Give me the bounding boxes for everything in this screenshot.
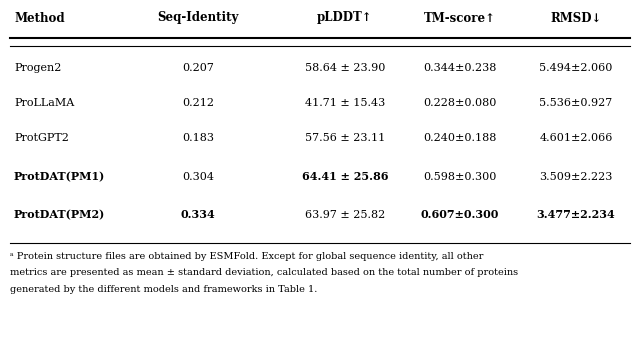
Text: RMSD↓: RMSD↓	[550, 11, 602, 25]
Text: 0.334: 0.334	[180, 210, 216, 220]
Text: 41.71 ± 15.43: 41.71 ± 15.43	[305, 98, 385, 108]
Text: Seq-Identity: Seq-Identity	[157, 11, 239, 25]
Text: 0.607±0.300: 0.607±0.300	[421, 210, 499, 220]
Text: Progen2: Progen2	[14, 63, 61, 73]
Text: metrics are presented as mean ± standard deviation, calculated based on the tota: metrics are presented as mean ± standard…	[10, 268, 518, 277]
Text: ProtDAT(PM1): ProtDAT(PM1)	[14, 172, 105, 183]
Text: Method: Method	[14, 11, 65, 25]
Text: 0.240±0.188: 0.240±0.188	[423, 133, 497, 143]
Text: TM-score↑: TM-score↑	[424, 11, 496, 25]
Text: ProLLaMA: ProLLaMA	[14, 98, 74, 108]
Text: pLDDT↑: pLDDT↑	[317, 11, 373, 25]
Text: 0.598±0.300: 0.598±0.300	[423, 172, 497, 182]
Text: 5.536±0.927: 5.536±0.927	[540, 98, 612, 108]
Text: 0.304: 0.304	[182, 172, 214, 182]
Text: 64.41 ± 25.86: 64.41 ± 25.86	[301, 172, 388, 183]
Text: ᵃ Protein structure files are obtained by ESMFold. Except for global sequence id: ᵃ Protein structure files are obtained b…	[10, 252, 483, 261]
Text: 4.601±2.066: 4.601±2.066	[540, 133, 612, 143]
Text: ProtDAT(PM2): ProtDAT(PM2)	[14, 210, 105, 220]
Text: 0.344±0.238: 0.344±0.238	[423, 63, 497, 73]
Text: 5.494±2.060: 5.494±2.060	[540, 63, 612, 73]
Text: 3.477±2.234: 3.477±2.234	[536, 210, 616, 220]
Text: 63.97 ± 25.82: 63.97 ± 25.82	[305, 210, 385, 220]
Text: 0.212: 0.212	[182, 98, 214, 108]
Text: 0.228±0.080: 0.228±0.080	[423, 98, 497, 108]
Text: ProtGPT2: ProtGPT2	[14, 133, 69, 143]
Text: 3.509±2.223: 3.509±2.223	[540, 172, 612, 182]
Text: 57.56 ± 23.11: 57.56 ± 23.11	[305, 133, 385, 143]
Text: 58.64 ± 23.90: 58.64 ± 23.90	[305, 63, 385, 73]
Text: 0.207: 0.207	[182, 63, 214, 73]
Text: 0.183: 0.183	[182, 133, 214, 143]
Text: generated by the different models and frameworks in Table 1.: generated by the different models and fr…	[10, 285, 317, 294]
